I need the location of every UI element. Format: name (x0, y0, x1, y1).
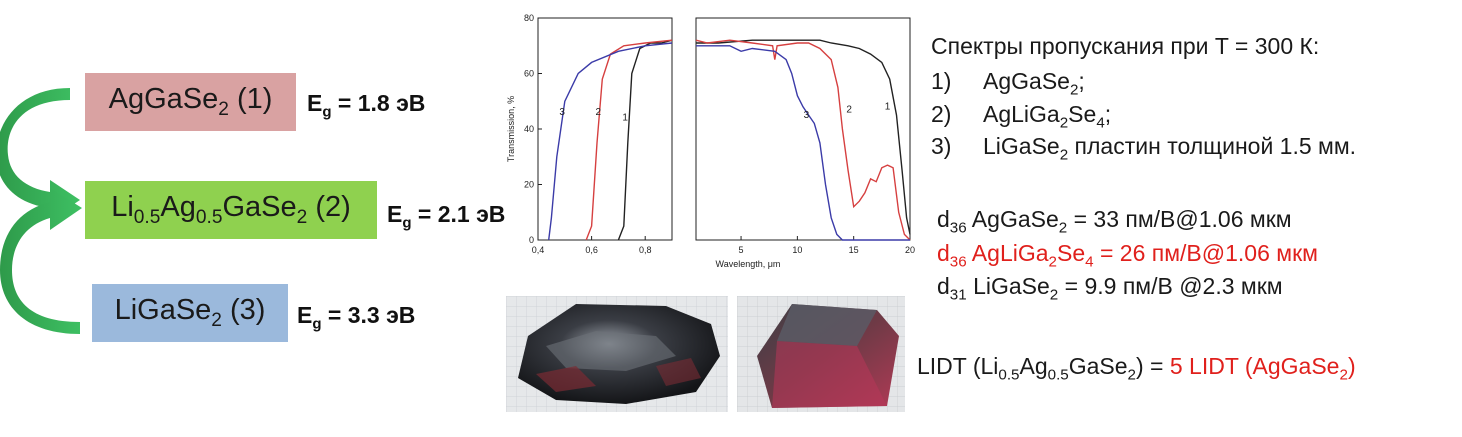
series-label-3: 3 (559, 107, 565, 118)
y-tick-label: 40 (524, 124, 534, 134)
y-axis-label: Transmission, % (506, 96, 516, 162)
series-label-1: 1 (622, 113, 628, 124)
x-tick-label: 5 (739, 245, 744, 255)
compound-label-2: Li0.5Ag0.5GaSe2 (2) (111, 191, 351, 228)
x-tick-label: 15 (849, 245, 859, 255)
series-label-2: 2 (596, 107, 602, 118)
spectra-item-3: 3) LiGaSe2 пластин толщиной 1.5 мм. (931, 133, 1357, 164)
lidt-ratio: 5 LIDT (AgGaSe2) (1169, 353, 1356, 384)
crystal-photo-2 (737, 296, 905, 412)
crystal-photo-1 (506, 296, 728, 412)
series-line-3 (548, 42, 673, 241)
x-axis-label: Wavelength, μm (716, 259, 781, 269)
compound-label-1: AgGaSe2 (1) (108, 83, 273, 120)
spectra-caption-title: Спектры пропускания при T = 300 К: (931, 33, 1320, 59)
x-tick-label: 0,4 (532, 245, 545, 255)
compound-label-3: LiGaSe2 (3) (114, 294, 266, 331)
series-label-3: 3 (804, 110, 810, 121)
compound-box-3: LiGaSe2 (3) (92, 284, 288, 342)
spectra-item-2: 2) AgLiGa2Se4; (931, 101, 1112, 132)
series-label-2: 2 (846, 104, 852, 115)
arrow-3-to-2 (0, 188, 82, 334)
nonlinear-coef-3: d31 LiGaSe2 = 9.9 пм/В @2.3 мкм (937, 273, 1283, 304)
spectra-item-1: 1) AgGaSe2; (931, 68, 1085, 99)
series-line-1 (696, 39, 911, 235)
compound-box-2: Li0.5Ag0.5GaSe2 (2) (85, 181, 377, 239)
series-line-3 (696, 45, 910, 241)
compound-box-1: AgGaSe2 (1) (85, 73, 296, 131)
x-tick-label: 0,6 (585, 245, 598, 255)
series-line-2 (585, 39, 673, 241)
y-tick-label: 80 (524, 13, 534, 23)
bandgap-1: Eg = 1.8 эВ (307, 90, 426, 121)
x-tick-label: 0,8 (639, 245, 652, 255)
series-label-1: 1 (885, 102, 891, 113)
bandgap-3: Eg = 3.3 эВ (297, 302, 416, 333)
arrow-1-to-2 (0, 88, 80, 220)
x-tick-label: 10 (792, 245, 802, 255)
series-line-2 (695, 39, 911, 241)
y-tick-label: 0 (529, 235, 534, 245)
chart-panel-frame (537, 17, 673, 241)
chart-panel-frame (695, 17, 911, 241)
bandgap-2: Eg = 2.1 эВ (387, 201, 506, 232)
nonlinear-coef-2: d36 AgLiGa2Se4 = 26 пм/В@1.06 мкм (937, 240, 1318, 271)
y-tick-label: 60 (524, 69, 534, 79)
series-line-1 (617, 39, 673, 241)
lidt-comparison: LIDT (Li0.5Ag0.5GaSe2) = 5 LIDT (AgGaSe2… (917, 353, 1356, 384)
nonlinear-coef-1: d36 AgGaSe2 = 33 пм/В@1.06 мкм (937, 206, 1292, 237)
curved-arrows (0, 88, 82, 334)
x-tick-label: 20 (905, 245, 915, 255)
y-tick-label: 20 (524, 180, 534, 190)
